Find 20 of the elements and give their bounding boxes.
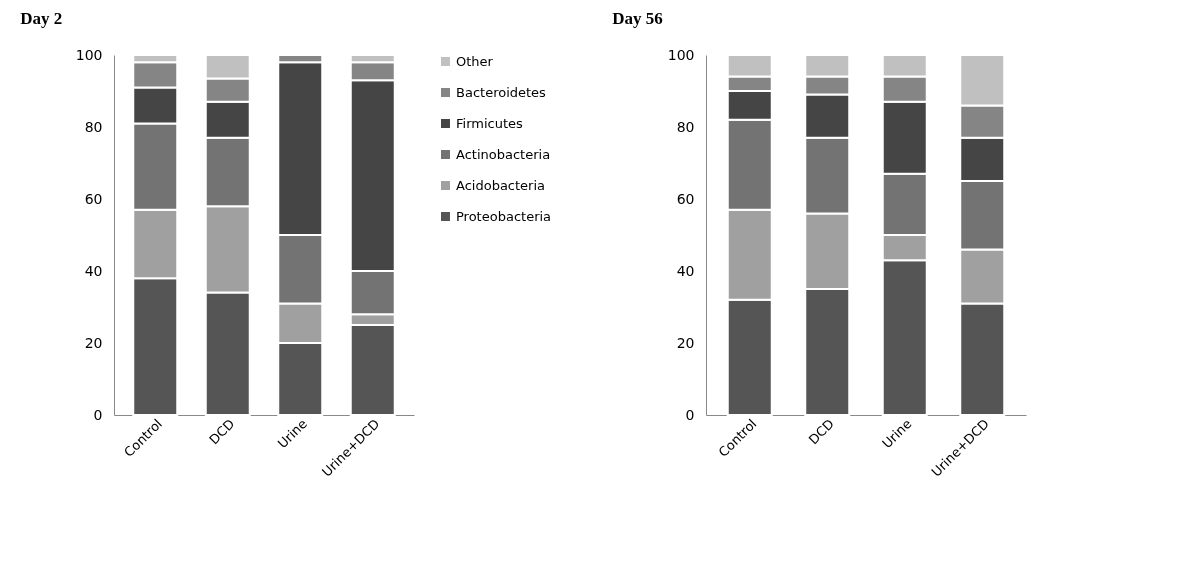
y-tick-label: 0 bbox=[93, 406, 103, 423]
legend-label: Proteobacteria bbox=[456, 208, 552, 224]
legend-label: Actinobacteria bbox=[456, 146, 551, 162]
y-tick-label: 80 bbox=[676, 118, 695, 135]
y-tick-label: 80 bbox=[84, 118, 103, 135]
y-tick-label: 60 bbox=[84, 190, 103, 207]
y-tick-label: 40 bbox=[676, 262, 695, 279]
y-tick-label: 20 bbox=[676, 334, 695, 351]
legend-label: Firmicutes bbox=[456, 115, 524, 131]
y-tick-label: 60 bbox=[676, 190, 695, 207]
legend-label: Bacteroidetes bbox=[456, 84, 547, 100]
y-tick-label: 40 bbox=[84, 262, 103, 279]
legend-label: Acidobacteria bbox=[456, 177, 546, 193]
y-tick-label: 100 bbox=[667, 46, 695, 63]
y-tick-label: 0 bbox=[685, 406, 695, 423]
chart-title: Day 2 bbox=[20, 9, 63, 28]
y-tick-label: 100 bbox=[75, 46, 103, 63]
legend-label: Other bbox=[456, 53, 494, 69]
chart-title: Day 56 bbox=[612, 9, 663, 28]
y-tick-label: 20 bbox=[84, 334, 103, 351]
